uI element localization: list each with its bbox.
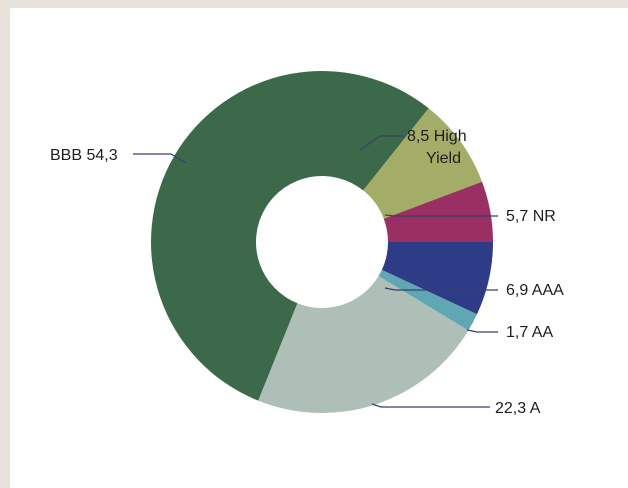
slice-bbb [151, 71, 429, 401]
slice-aaa [381, 242, 493, 315]
label-bbb: BBB 54,3 [50, 147, 118, 164]
leader-line-a [371, 403, 490, 408]
chart-panel: 8,5 High Yield 5,7 NR 6,9 AAA 1,7 AA 22,3 A BB… [10, 8, 628, 488]
slice-nr [383, 181, 493, 242]
leader-line-nr [384, 214, 498, 217]
donut-chart: 8,5 High Yield 5,7 NR 6,9 AAA 1,7 AA 22,3 A BB… [50, 71, 564, 417]
leader-line-high-yield [359, 135, 404, 151]
label-nr: 5,7 NR [506, 208, 556, 225]
slice-a [258, 276, 469, 413]
slice-high-yield [363, 108, 483, 219]
label-a: 22,3 A [495, 400, 541, 417]
leader-line-aaa [384, 287, 498, 291]
label-aa: 1,7 AA [506, 324, 553, 341]
leader-line-bbb [133, 153, 187, 164]
leader-line-aa [466, 329, 498, 333]
label-aaa: 6,9 AAA [506, 282, 564, 299]
label-high-yield: 8,5 High Yield [407, 128, 467, 167]
slice-aa [378, 269, 477, 331]
